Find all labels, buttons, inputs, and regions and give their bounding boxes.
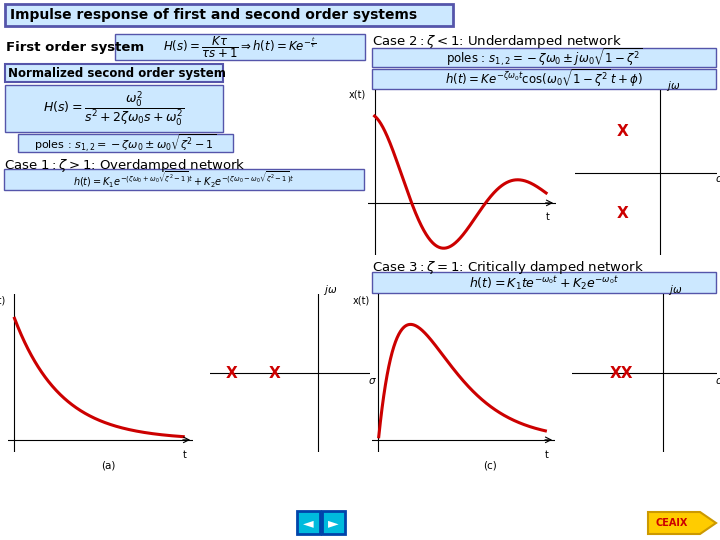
Text: Case $1:\zeta>1$: Overdamped network: Case $1:\zeta>1$: Overdamped network [4, 158, 246, 174]
Text: X: X [616, 124, 629, 139]
FancyBboxPatch shape [372, 48, 716, 67]
FancyBboxPatch shape [5, 85, 223, 132]
FancyBboxPatch shape [5, 64, 223, 82]
Text: $h(t)=K_1 te^{-\omega_0 t}+K_2 e^{-\omega_0 t}$: $h(t)=K_1 te^{-\omega_0 t}+K_2 e^{-\omeg… [469, 274, 619, 292]
Text: XX: XX [610, 366, 634, 381]
Text: X: X [269, 366, 281, 381]
Text: t: t [546, 212, 549, 221]
FancyBboxPatch shape [372, 69, 716, 89]
FancyBboxPatch shape [322, 511, 345, 534]
Text: Normalized second order system: Normalized second order system [8, 66, 226, 79]
Text: $\sigma$: $\sigma$ [368, 375, 377, 386]
Text: t: t [545, 450, 549, 460]
Text: $\sigma$: $\sigma$ [715, 375, 720, 386]
Text: $j\omega$: $j\omega$ [666, 79, 680, 93]
FancyBboxPatch shape [5, 4, 453, 26]
Text: ◄: ◄ [302, 516, 313, 530]
Text: (a): (a) [101, 461, 115, 471]
Text: $H(s)=\dfrac{\omega_0^2}{s^2+2\zeta\omega_0 s+\omega_0^2}$: $H(s)=\dfrac{\omega_0^2}{s^2+2\zeta\omeg… [43, 90, 184, 129]
Text: Case $3:\zeta=1$: Critically damped network: Case $3:\zeta=1$: Critically damped netw… [372, 260, 644, 276]
Text: x(t): x(t) [349, 89, 366, 99]
Text: $h(t)=K_1e^{-(\zeta\omega_0+\omega_0\sqrt{\zeta^2-1})t}+K_2e^{-(\zeta\omega_0-\o: $h(t)=K_1e^{-(\zeta\omega_0+\omega_0\sqr… [73, 170, 295, 190]
Text: poles : $s_{1,2}=-\zeta\omega_0\pm j\omega_0\sqrt{1-\zeta^2}$: poles : $s_{1,2}=-\zeta\omega_0\pm j\ome… [446, 47, 642, 69]
Text: X: X [616, 206, 629, 221]
Text: t: t [183, 450, 186, 460]
Text: X: X [226, 366, 238, 381]
Text: $j\omega$: $j\omega$ [668, 283, 683, 297]
Polygon shape [648, 512, 716, 534]
Text: $j\omega$: $j\omega$ [323, 283, 338, 297]
Text: (c): (c) [483, 461, 497, 471]
Text: $h(t)=Ke^{-\zeta\omega_0 t}\cos(\omega_0\sqrt{1-\zeta^2}\,t+\phi)$: $h(t)=Ke^{-\zeta\omega_0 t}\cos(\omega_0… [445, 68, 643, 90]
Text: CEAIX: CEAIX [656, 518, 688, 528]
Text: $\sigma$: $\sigma$ [715, 174, 720, 184]
FancyBboxPatch shape [115, 34, 365, 60]
FancyBboxPatch shape [18, 134, 233, 152]
Text: Case $2:\zeta<1$: Underdamped network: Case $2:\zeta<1$: Underdamped network [372, 32, 622, 50]
FancyBboxPatch shape [297, 511, 320, 534]
Text: Impulse response of first and second order systems: Impulse response of first and second ord… [10, 8, 417, 22]
Text: x(t): x(t) [0, 295, 6, 305]
Text: $H(s)=\dfrac{K\tau}{\tau s+1}\Rightarrow h(t)=Ke^{-\frac{t}{\tau}}$: $H(s)=\dfrac{K\tau}{\tau s+1}\Rightarrow… [163, 34, 317, 60]
FancyBboxPatch shape [372, 272, 716, 293]
Text: x(t): x(t) [353, 295, 370, 305]
Text: ►: ► [328, 516, 338, 530]
Text: First order system: First order system [6, 42, 144, 55]
Text: poles : $s_{1,2}=-\zeta\omega_0\pm\omega_0\sqrt{\zeta^2-1}$: poles : $s_{1,2}=-\zeta\omega_0\pm\omega… [34, 132, 216, 154]
FancyBboxPatch shape [4, 169, 364, 190]
